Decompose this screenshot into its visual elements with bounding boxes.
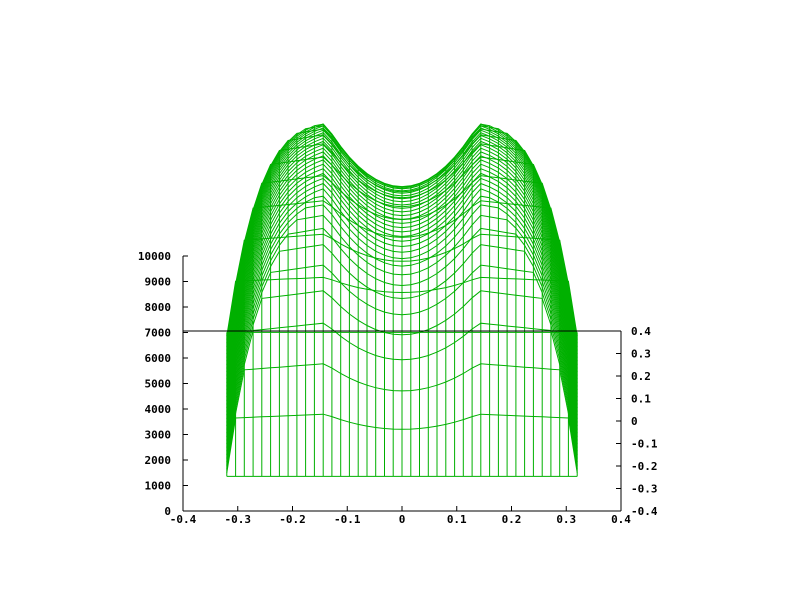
y-tick-label: -0.4 — [631, 505, 658, 518]
x-tick-label: 0.4 — [611, 513, 631, 526]
x-tick-label: -0.1 — [334, 513, 361, 526]
z-tick-label: 3000 — [145, 429, 172, 442]
surface-mesh — [226, 123, 578, 477]
y-tick-label: -0.2 — [631, 460, 658, 473]
z-tick-label: 7000 — [145, 327, 172, 340]
z-tick-label: 0 — [164, 505, 171, 518]
z-tick-label: 6000 — [145, 352, 172, 365]
y-tick-label: -0.3 — [631, 483, 658, 496]
x-tick-label: 0.2 — [502, 513, 522, 526]
z-tick-label: 9000 — [145, 276, 172, 289]
z-tick-label: 2000 — [145, 454, 172, 467]
z-tick-label: 8000 — [145, 301, 172, 314]
z-tick-label: 1000 — [145, 480, 172, 493]
y-tick-label: 0.3 — [631, 348, 651, 361]
y-tick-label: -0.1 — [631, 438, 658, 451]
y-tick-label: 0.4 — [631, 325, 651, 338]
tick-labels: -0.4 -0.3 -0.2 -0.1 0 0.1 0.2 0.3 0.4-0.4-0.3-0.… — [138, 250, 658, 526]
z-tick-label: 4000 — [145, 403, 172, 416]
x-tick-label: -0.2 — [279, 513, 306, 526]
z-tick-label: 10000 — [138, 250, 171, 263]
z-tick-label: 5000 — [145, 378, 172, 391]
y-tick-label: 0 — [631, 415, 638, 428]
x-tick-label: 0.1 — [447, 513, 467, 526]
x-tick-label: 0.3 — [556, 513, 576, 526]
y-tick-label: 0.2 — [631, 370, 651, 383]
x-tick-label: 0 — [399, 513, 406, 526]
x-tick-label: -0.3 — [225, 513, 252, 526]
axes — [182, 255, 622, 512]
y-tick-label: 0.1 — [631, 393, 651, 406]
x-tick-label: -0.4 — [170, 513, 197, 526]
